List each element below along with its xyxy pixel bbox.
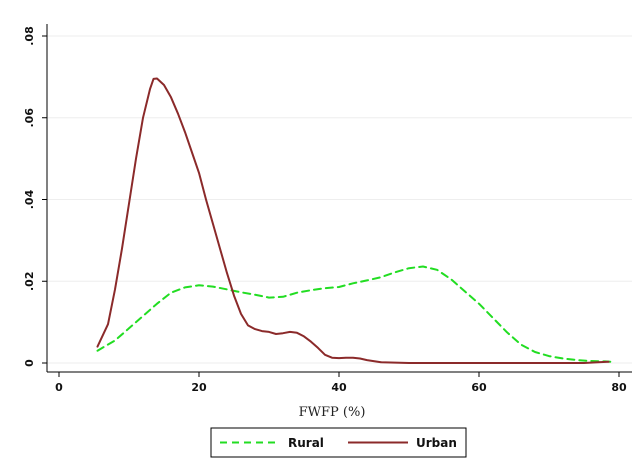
y-tick-label: .02 <box>23 272 36 292</box>
series-line-rural <box>96 265 613 363</box>
series-line-urban <box>96 77 610 364</box>
y-tick-label: .04 <box>23 189 36 209</box>
x-tick-label: 20 <box>191 381 207 394</box>
axes: 0 .02 .04 .06 .08 0 20 40 60 80 <box>23 24 632 394</box>
legend-box <box>210 427 467 458</box>
x-tick-label: 0 <box>55 381 63 394</box>
x-tick-label: 80 <box>611 381 627 394</box>
y-tick-label: .08 <box>23 26 36 46</box>
x-axis-title: FWFP (%) <box>299 405 366 420</box>
x-tick-label: 40 <box>331 381 347 394</box>
legend-label-urban: Urban <box>416 436 457 450</box>
legend: Rural Urban <box>210 427 467 458</box>
series-lines <box>96 77 613 364</box>
legend-label-rural: Rural <box>288 436 324 450</box>
y-tick-label: .06 <box>23 108 36 128</box>
y-tick-label: 0 <box>23 359 36 367</box>
x-tick-label: 60 <box>471 381 487 394</box>
